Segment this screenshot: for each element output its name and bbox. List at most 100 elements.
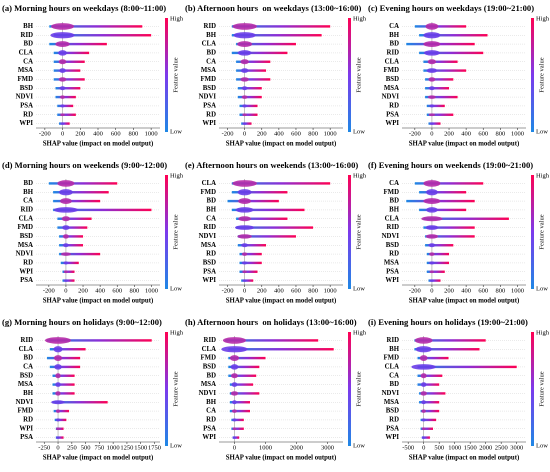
x-tick-label: 1000 [511, 287, 524, 294]
feature-label: BD [390, 381, 400, 388]
feature-label: PSA [20, 277, 33, 284]
shap-spread [406, 42, 475, 46]
swarm-core [429, 279, 434, 282]
swarm-core [421, 216, 443, 222]
x-tick-label: 200 [78, 287, 88, 294]
colorbar-low: Low [353, 442, 365, 449]
panel-title: (f) Evening hours on weekends (19:00~21:… [368, 160, 533, 170]
shap-spread [419, 191, 467, 194]
feature-label: MSA [201, 381, 216, 388]
colorbar [531, 175, 534, 289]
feature-label: PSA [386, 111, 399, 118]
swarm-core [423, 41, 441, 48]
swarm-core [56, 436, 61, 439]
swarm-core [221, 346, 248, 353]
x-tick-label: -200 [39, 130, 51, 137]
swarm-core [231, 400, 238, 405]
feature-label: RID [204, 337, 217, 344]
shap-spread [229, 401, 250, 404]
feature-label: FMD [201, 355, 217, 362]
x-tick-label: 500 [81, 444, 91, 451]
feature-label: BSD [386, 408, 399, 415]
feature-label: MSA [384, 399, 399, 406]
feature-label: MSA [384, 259, 399, 266]
panel: (h) Afternoon hours on holidays (13:00~1… [185, 317, 367, 462]
x-tick-label: 200 [444, 287, 454, 294]
shap-spread [423, 217, 509, 220]
feature-label: RID [204, 224, 217, 231]
feature-label: CA [389, 23, 399, 30]
swarm-core [237, 41, 253, 48]
feature-label: NDVI [16, 399, 34, 406]
shap-spread [239, 270, 258, 273]
shap-spread [52, 383, 75, 386]
shap-spread [57, 226, 88, 229]
x-axis-label: SHAP value (impact on model output) [43, 298, 153, 305]
shap-spread [414, 348, 480, 351]
swarm-core [429, 104, 435, 108]
shap-spread [239, 113, 258, 116]
shap-spread [239, 104, 258, 108]
feature-label: WPI [19, 425, 33, 432]
feature-label: WPI [202, 277, 216, 284]
shap-spread [59, 252, 101, 256]
x-tick-label: 1000 [107, 444, 120, 451]
swarm-core [230, 391, 239, 396]
x-tick-label: 400 [461, 287, 471, 294]
x-tick-label: -200 [409, 130, 421, 137]
x-tick-label: 800 [129, 287, 139, 294]
feature-label: NDVI [382, 390, 400, 397]
shap-spread [417, 383, 440, 386]
feature-label: BSD [386, 76, 399, 83]
feature-label: BH [389, 206, 400, 213]
shap-spread [53, 199, 101, 203]
shap-spread [417, 365, 517, 369]
x-tick-label: -200 [43, 287, 55, 294]
shap-spread [419, 34, 488, 37]
swarm-core [241, 261, 248, 265]
colorbar [165, 18, 168, 132]
shap-spread [52, 401, 108, 404]
colorbar-label: Feature value [538, 57, 545, 92]
swarm-core [427, 59, 437, 65]
swarm-core [56, 418, 61, 422]
shap-spread [49, 365, 81, 369]
shap-spread [225, 339, 319, 342]
shap-spread [237, 235, 296, 238]
feature-label: BD [24, 180, 34, 187]
feature-label: PSA [20, 434, 33, 441]
feature-label: BSD [203, 85, 216, 92]
swarm-core [415, 346, 432, 353]
swarm-core [50, 23, 75, 30]
x-tick-label: 0 [430, 287, 433, 294]
x-tick-label: 1750 [148, 444, 161, 451]
feature-label: CLA [19, 215, 33, 222]
swarm-core [241, 243, 249, 248]
x-tick-label: 600 [478, 287, 488, 294]
panel-title: (c) Evening hours on weekdays (19:00~21:… [368, 3, 534, 13]
shap-spread [53, 208, 152, 212]
panel-title: (i) Evening hours on holidays (19:00~21:… [368, 317, 528, 327]
shap-spread [231, 208, 305, 212]
x-tick-label: 200 [257, 287, 267, 294]
shap-spread [419, 392, 446, 395]
swarm-core [231, 373, 238, 379]
x-tick-label: 1000 [259, 444, 272, 451]
feature-label: FMD [384, 355, 400, 362]
x-tick-label: 1000 [145, 130, 158, 137]
swarm-core [423, 32, 441, 39]
shap-spread [239, 252, 262, 256]
swarm-core [232, 23, 257, 30]
colorbar-high: High [353, 15, 367, 22]
x-tick-label: 600 [291, 287, 301, 294]
swarm-core [60, 104, 65, 108]
swarm-core [60, 113, 65, 117]
shap-spread [426, 270, 445, 273]
shap-spread [62, 279, 75, 282]
feature-label: BD [207, 49, 217, 56]
colorbar-high: High [170, 329, 184, 336]
x-axis-label: SHAP value (impact on model output) [226, 298, 336, 305]
feature-label: CA [206, 215, 216, 222]
feature-label: BSD [386, 242, 399, 249]
colorbar-low: Low [353, 128, 365, 135]
